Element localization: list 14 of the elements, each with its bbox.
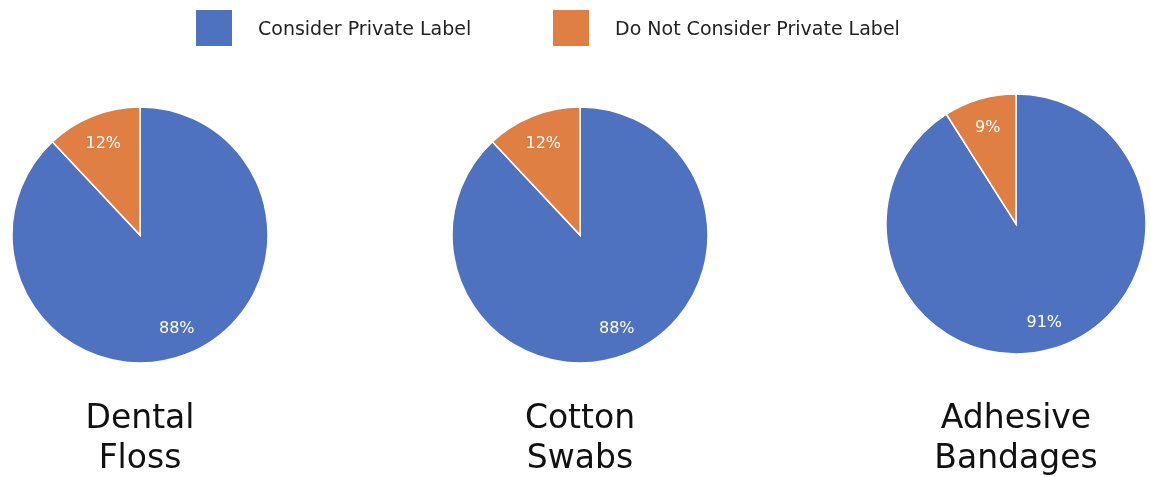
text: Cotton Swabs <box>524 397 636 476</box>
data-label: 12% <box>525 132 562 152</box>
data-label: 9% <box>975 117 1001 137</box>
pie-slice <box>885 93 1147 355</box>
text: Adhesive Bandages <box>934 397 1098 476</box>
legend-label: Consider Private Label <box>258 17 472 39</box>
data-label: 88% <box>598 318 635 338</box>
data-label: 88% <box>158 318 195 338</box>
legend-label: Do Not Consider Private Label <box>615 17 900 39</box>
data-label: 12% <box>85 132 122 152</box>
text: Dental Floss <box>85 397 195 476</box>
data-label: 91% <box>1026 311 1063 331</box>
pie-slice <box>11 106 269 364</box>
pie-slice <box>451 106 709 364</box>
